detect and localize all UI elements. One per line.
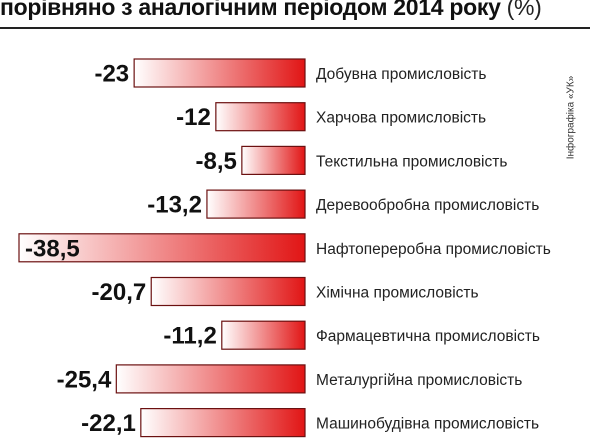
category-label: Машинобудівна промисловість — [316, 416, 539, 433]
value-label: -13,2 — [147, 192, 202, 219]
value-label: -20,7 — [92, 279, 147, 306]
value-label: -25,4 — [57, 366, 112, 393]
bar — [241, 145, 306, 175]
value-label: -22,1 — [81, 410, 136, 437]
bar — [150, 276, 306, 307]
category-label: Харчова промисловість — [316, 110, 486, 127]
bar — [18, 233, 306, 263]
bar-row: -22,1 Машинобудівна промисловість — [81, 408, 539, 438]
bar — [221, 320, 306, 350]
bar — [206, 189, 306, 219]
value-label: -38,5 — [25, 235, 80, 262]
bar-row: -25,4 Металургійна промисловість — [57, 364, 522, 394]
category-label: Нафтопереробна промисловість — [316, 241, 551, 258]
bar — [140, 408, 306, 438]
bar-row: -8,5 Текстильна промисловість — [195, 145, 507, 175]
bar — [133, 58, 306, 88]
bar-row: -12 Харчова промисловість — [176, 102, 486, 132]
category-label: Металургійна промисловість — [316, 372, 522, 389]
bar-row: -20,7 Хімічна промисловість — [92, 276, 479, 307]
category-label: Фармацевтична промисловість — [316, 328, 540, 345]
chart-title: порівняно з аналогічним періодом 2014 ро… — [0, 0, 590, 22]
bar — [215, 102, 306, 132]
category-label: Деревообробна промисловість — [316, 197, 539, 214]
value-label: -8,5 — [195, 148, 236, 175]
bar-row: -13,2 Деревообробна промисловість — [147, 189, 539, 219]
bars-group: -23 Добувна промисловість -12 Харчова проми… — [18, 58, 551, 438]
value-label: -12 — [176, 104, 211, 131]
value-label: -23 — [94, 61, 129, 88]
value-label: -11,2 — [163, 323, 216, 350]
category-label: Хімічна промисловість — [316, 285, 479, 302]
category-label: Текстильна промисловість — [316, 153, 507, 170]
bar-row: -11,2 Фармацевтична промисловість — [163, 320, 540, 350]
chart-title-text: порівняно з аналогічним періодом 2014 ро… — [0, 0, 501, 20]
chart-unit: (%) — [506, 0, 542, 20]
bar-row: -23 Добувна промисловість — [94, 58, 486, 88]
title-rule — [0, 27, 590, 29]
bar-row: -38,5 Нафтопереробна промисловість — [18, 233, 551, 263]
bar — [115, 364, 306, 394]
category-label: Добувна промисловість — [316, 66, 486, 83]
